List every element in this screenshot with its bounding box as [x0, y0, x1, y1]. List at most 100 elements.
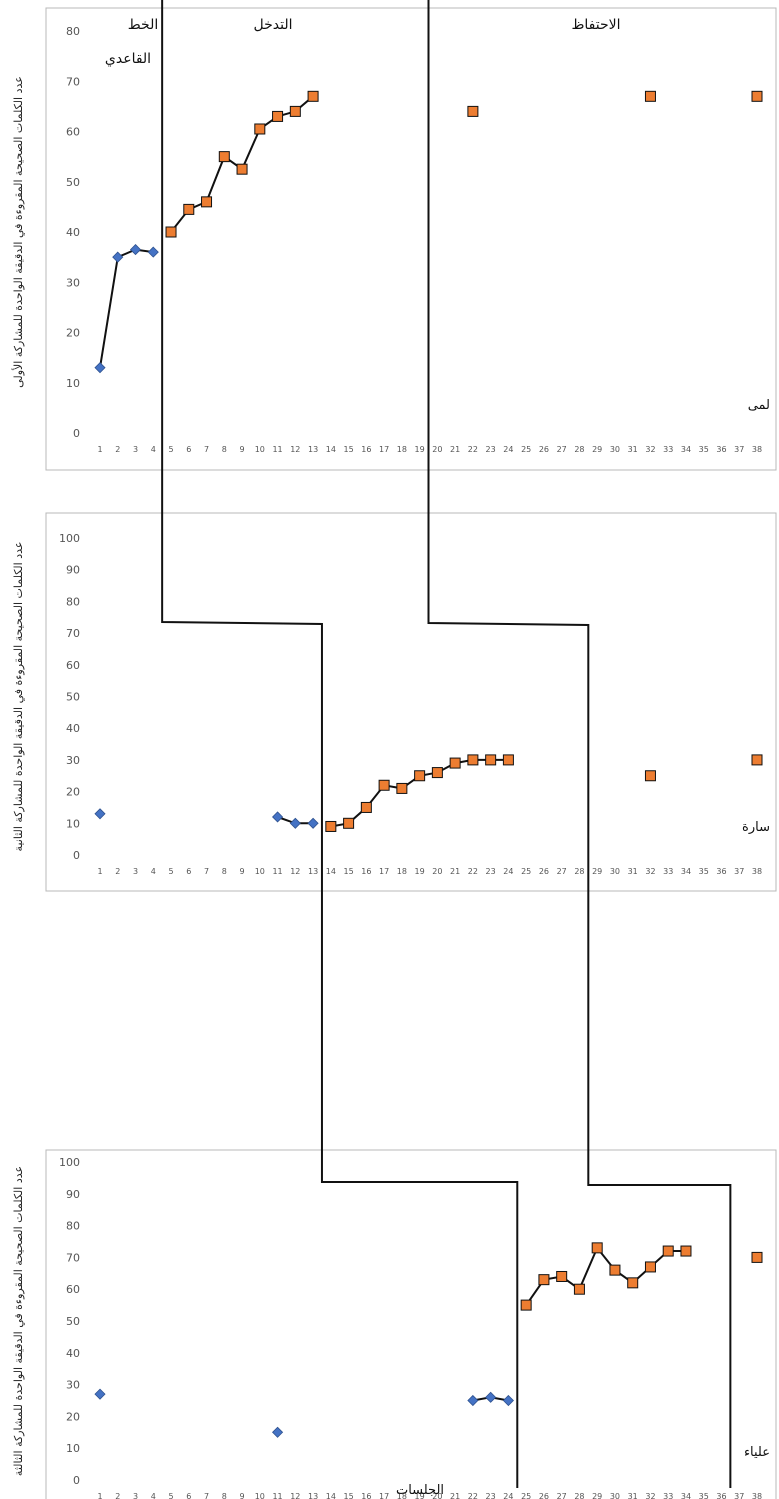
x-tick-label: 30	[610, 445, 620, 454]
x-tick-label: 7	[204, 445, 209, 454]
intervention-point	[201, 196, 213, 208]
x-tick-label: 14	[326, 445, 336, 454]
phase-change-line-baseline	[161, 0, 519, 1488]
intervention-point	[343, 817, 355, 829]
x-tick-label: 2	[115, 445, 120, 454]
x-tick-label: 37	[734, 867, 744, 876]
x-tick-label: 36	[716, 445, 726, 454]
x-tick-label: 5	[168, 445, 173, 454]
x-tick-label: 6	[186, 1492, 191, 1499]
y-tick-label: 60	[66, 659, 80, 672]
x-tick-label: 9	[240, 1492, 245, 1499]
x-tick-label: 31	[628, 445, 638, 454]
x-tick-label: 4	[151, 445, 156, 454]
x-tick-label: 12	[290, 867, 300, 876]
series-1	[94, 808, 106, 820]
x-tick-label: 17	[379, 445, 389, 454]
phase-label-maintenance: الاحتفاظ	[571, 17, 620, 33]
x-tick-label: 11	[272, 867, 282, 876]
series-4	[520, 1242, 692, 1311]
intervention-point	[360, 801, 372, 813]
x-tick-label: 11	[272, 445, 282, 454]
participant-label: علياء	[744, 1445, 770, 1460]
x-tick-label: 26	[539, 867, 549, 876]
x-tick-label: 13	[308, 445, 318, 454]
x-tick-label: 36	[716, 1492, 726, 1499]
series-3	[467, 1391, 514, 1407]
x-tick-label: 21	[450, 1492, 460, 1499]
y-tick-label: 10	[66, 1442, 80, 1455]
x-tick-label: 37	[734, 1492, 744, 1499]
x-tick-label: 18	[397, 867, 407, 876]
baseline-point	[147, 246, 159, 258]
y-tick-label: 100	[59, 532, 80, 545]
intervention-point	[307, 90, 319, 102]
x-tick-label: 29	[592, 445, 602, 454]
intervention-point	[751, 1251, 763, 1263]
x-tick-label: 31	[628, 1492, 638, 1499]
baseline-point	[94, 362, 106, 374]
intervention-point	[520, 1299, 532, 1311]
y-axis-title: عدد الكلمات الصحيحة المقروءة في الدقيقة …	[12, 542, 25, 852]
x-tick-label: 38	[752, 445, 762, 454]
baseline-point	[467, 1394, 479, 1407]
intervention-point	[591, 1242, 603, 1254]
y-tick-label: 90	[66, 1188, 80, 1201]
x-tick-label: 6	[186, 867, 191, 876]
intervention-point	[325, 820, 337, 832]
x-tick-label: 21	[450, 445, 460, 454]
x-tick-label: 29	[592, 1492, 602, 1499]
x-tick-label: 17	[379, 1492, 389, 1499]
y-tick-label: 90	[66, 564, 80, 577]
x-tick-label: 28	[574, 867, 584, 876]
participant-label: لمى	[748, 398, 770, 413]
x-tick-label: 30	[610, 1492, 620, 1499]
y-tick-label: 50	[66, 691, 80, 704]
x-tick-label: 23	[486, 445, 496, 454]
intervention-point	[378, 779, 390, 791]
series-line	[99, 248, 154, 368]
panel-frame	[45, 512, 777, 892]
x-tick-label: 1	[97, 1492, 102, 1499]
x-tick-label: 5	[168, 867, 173, 876]
x-tick-label: 19	[415, 867, 425, 876]
y-tick-label: 80	[66, 595, 80, 608]
x-tick-label: 16	[361, 1492, 371, 1499]
y-tick-label: 50	[66, 176, 80, 189]
intervention-point	[609, 1264, 621, 1276]
x-tick-label: 8	[222, 867, 227, 876]
intervention-point	[414, 770, 426, 782]
x-tick-label: 23	[486, 1492, 496, 1499]
x-tick-label: 23	[486, 867, 496, 876]
intervention-point	[218, 151, 230, 163]
y-tick-label: 0	[73, 1474, 80, 1487]
x-tick-label: 32	[645, 1492, 655, 1499]
x-tick-label: 14	[326, 1492, 336, 1499]
x-tick-label: 22	[468, 867, 478, 876]
x-tick-label: 27	[557, 867, 567, 876]
x-tick-label: 7	[204, 1492, 209, 1499]
intervention-point	[467, 754, 479, 766]
x-tick-label: 17	[379, 867, 389, 876]
x-tick-label: 28	[574, 445, 584, 454]
series-4	[644, 90, 656, 102]
x-tick-label: 37	[734, 445, 744, 454]
x-tick-label: 29	[592, 867, 602, 876]
x-tick-label: 1	[97, 867, 102, 876]
y-tick-label: 80	[66, 25, 80, 38]
x-tick-label: 3	[133, 445, 138, 454]
x-tick-label: 25	[521, 1492, 531, 1499]
x-tick-label: 18	[397, 445, 407, 454]
panel-frame	[45, 7, 777, 471]
x-tick-label: 8	[222, 1492, 227, 1499]
x-tick-label: 10	[255, 867, 265, 876]
intervention-point	[272, 110, 284, 122]
x-tick-label: 20	[432, 867, 442, 876]
intervention-point	[644, 1261, 656, 1273]
y-tick-label: 40	[66, 1347, 80, 1360]
baseline-point	[272, 811, 284, 823]
x-tick-label: 35	[699, 1492, 709, 1499]
x-tick-label: 33	[663, 1492, 673, 1499]
y-tick-label: 70	[66, 1251, 80, 1264]
